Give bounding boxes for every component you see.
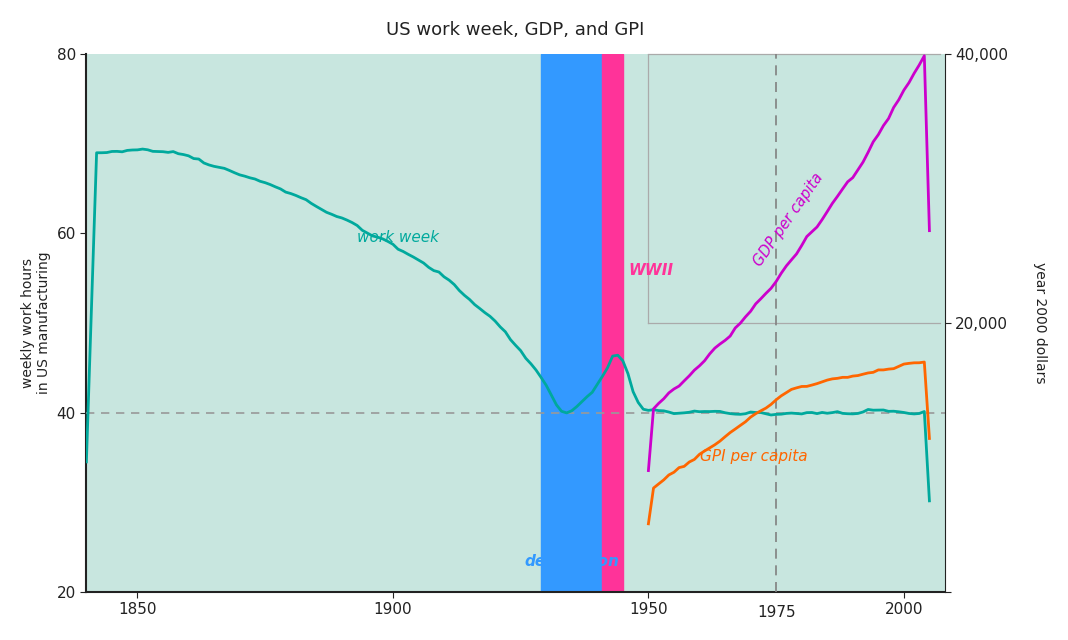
Y-axis label: year 2000 dollars: year 2000 dollars <box>1033 262 1047 384</box>
Bar <box>541 54 602 592</box>
Y-axis label: weekly work hours
in US manufacturing: weekly work hours in US manufacturing <box>21 252 51 394</box>
Text: GPI per capita: GPI per capita <box>700 449 807 464</box>
Text: work week: work week <box>357 230 439 245</box>
Bar <box>602 54 623 592</box>
Title: US work week, GDP, and GPI: US work week, GDP, and GPI <box>387 21 645 39</box>
Text: GDP per capita: GDP per capita <box>751 170 826 269</box>
Text: depression: depression <box>524 554 619 570</box>
Text: 1975: 1975 <box>757 605 796 620</box>
Text: WWII: WWII <box>628 263 673 278</box>
